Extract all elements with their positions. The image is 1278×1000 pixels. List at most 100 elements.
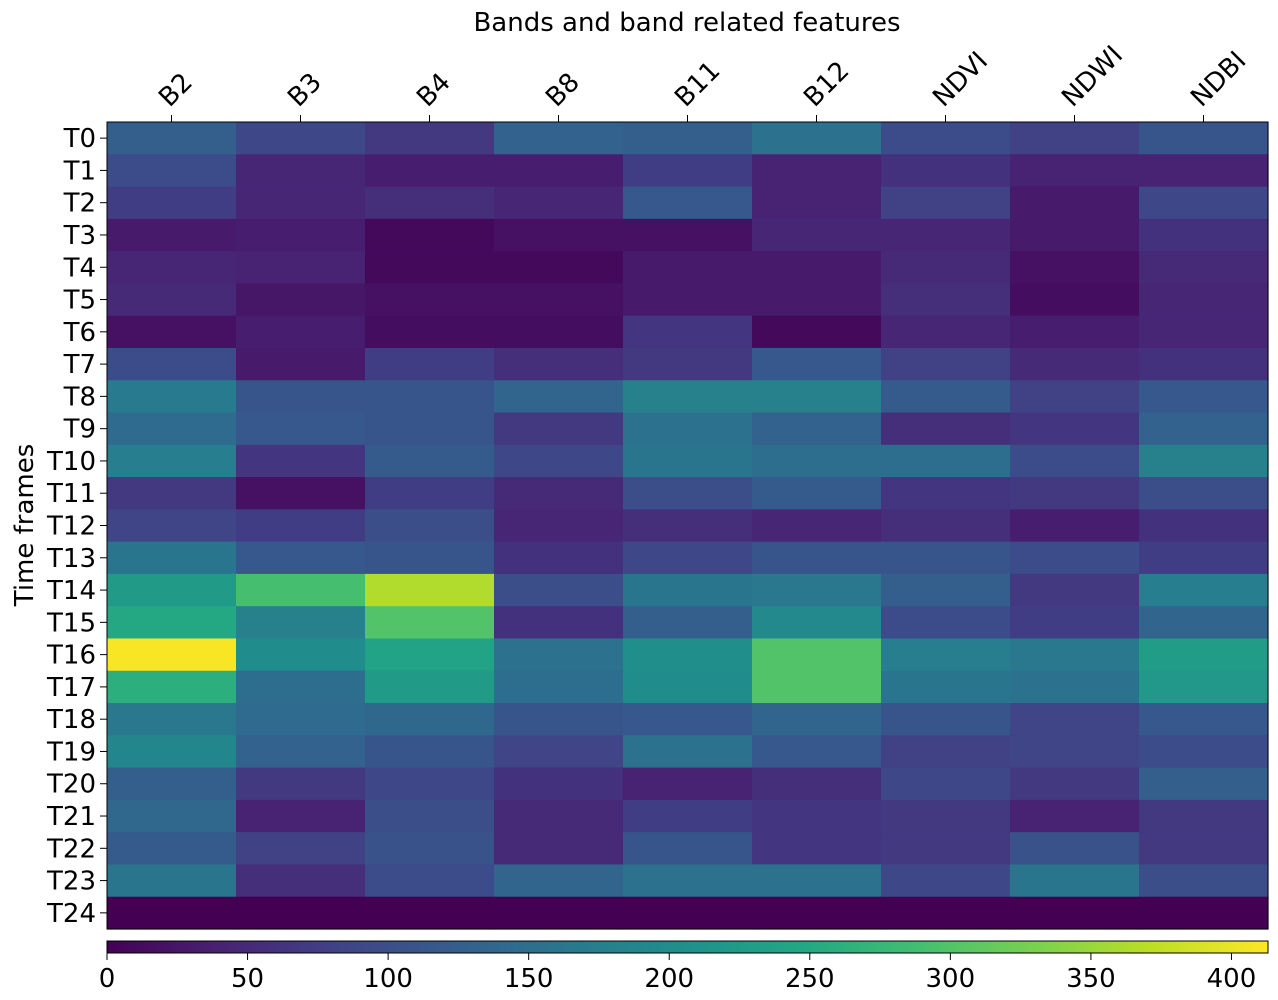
heatmap-cell — [623, 832, 753, 866]
heatmap-cell — [752, 864, 882, 898]
heatmap-cell — [107, 477, 237, 510]
y-axis-ticks: T0T1T2T3T4T5T6T7T8T9T10T11T12T13T14T15T1… — [46, 124, 107, 929]
heatmap-cell — [1010, 251, 1140, 284]
heatmap-cell — [494, 509, 624, 543]
heatmap-cell — [752, 767, 882, 801]
heatmap-cell — [1010, 380, 1140, 414]
heatmap-cell — [1010, 735, 1140, 769]
heatmap-cell — [365, 477, 495, 510]
heatmap-cell — [365, 606, 495, 640]
heatmap-cell — [107, 670, 237, 704]
heatmap-cell — [107, 541, 237, 575]
heatmap-cell — [236, 283, 366, 317]
heatmap-cell — [107, 896, 237, 930]
y-axis-label: Time frames — [10, 444, 40, 608]
heatmap-cell — [236, 703, 366, 736]
heatmap-cell — [107, 412, 237, 446]
heatmap-cell — [107, 799, 237, 833]
heatmap-cell — [881, 186, 1011, 220]
heatmap-cell — [623, 218, 753, 252]
heatmap-cell — [623, 347, 753, 381]
heatmap-cell — [365, 767, 495, 801]
y-tick-label: T14 — [46, 576, 96, 606]
heatmap-cell — [623, 509, 753, 543]
heatmap-cell — [1010, 444, 1140, 478]
heatmap-cell — [623, 670, 753, 704]
heatmap-cell — [1139, 477, 1269, 510]
heatmap-cell — [107, 864, 237, 898]
y-tick-label: T15 — [46, 608, 96, 638]
heatmap-cell — [1139, 444, 1269, 478]
heatmap-cell — [1010, 670, 1140, 704]
heatmap-cell — [881, 347, 1011, 381]
heatmap-cell — [494, 670, 624, 704]
heatmap-cell — [623, 864, 753, 898]
heatmap-cell — [1010, 509, 1140, 543]
y-tick-label: T2 — [63, 189, 96, 219]
heatmap-cell — [623, 412, 753, 446]
heatmap-cell — [494, 154, 624, 188]
heatmap-cell — [107, 186, 237, 220]
heatmap-cell — [236, 477, 366, 510]
heatmap-cell — [107, 218, 237, 252]
heatmap-cell — [494, 573, 624, 607]
heatmap-cell — [236, 186, 366, 220]
chart-title: Bands and band related features — [473, 8, 900, 38]
heatmap-cell — [365, 509, 495, 543]
x-tick-label: B8 — [540, 67, 586, 113]
heatmap-cell — [623, 735, 753, 769]
heatmap-cell — [236, 444, 366, 478]
heatmap-cell — [1139, 703, 1269, 736]
heatmap-cell — [752, 799, 882, 833]
y-tick-label: T9 — [63, 415, 96, 445]
heatmap-cell — [752, 283, 882, 317]
heatmap-cell — [494, 703, 624, 736]
colorbar-tick-label: 250 — [785, 964, 835, 994]
heatmap-cell — [107, 283, 237, 317]
heatmap-cell — [881, 735, 1011, 769]
heatmap-cell — [881, 703, 1011, 736]
heatmap-cell — [1010, 799, 1140, 833]
heatmap-cell — [236, 896, 366, 930]
heatmap-cell — [1010, 832, 1140, 866]
heatmap-cell — [494, 638, 624, 672]
heatmap-cell — [1139, 864, 1269, 898]
heatmap-cell — [107, 767, 237, 801]
heatmap-cell — [494, 541, 624, 575]
heatmap-cell — [1139, 541, 1269, 575]
heatmap-cell — [1010, 573, 1140, 607]
colorbar-tick-label: 150 — [504, 964, 554, 994]
heatmap-cell — [623, 315, 753, 349]
heatmap-cell — [623, 767, 753, 801]
y-tick-label: T20 — [46, 770, 96, 800]
heatmap-cell — [365, 347, 495, 381]
y-tick-label: T21 — [46, 802, 96, 832]
heatmap-cell — [1010, 283, 1140, 317]
heatmap-cell — [881, 573, 1011, 607]
heatmap-cell — [236, 251, 366, 284]
heatmap-cell — [494, 606, 624, 640]
heatmap-cell — [365, 251, 495, 284]
heatmap-cell — [1139, 735, 1269, 769]
heatmap-cell — [365, 122, 495, 155]
x-tick-label: B3 — [282, 67, 328, 113]
heatmap-cell — [752, 670, 882, 704]
heatmap-cell — [494, 477, 624, 510]
heatmap-cell — [881, 477, 1011, 510]
y-tick-label: T16 — [46, 641, 96, 671]
y-tick-label: T24 — [46, 899, 96, 929]
heatmap-cell — [752, 896, 882, 930]
heatmap-cell — [236, 380, 366, 414]
heatmap-cell — [623, 896, 753, 930]
heatmap-cell — [365, 799, 495, 833]
heatmap-cell — [236, 541, 366, 575]
heatmap-cell — [1139, 799, 1269, 833]
heatmap-cell — [107, 154, 237, 188]
y-tick-label: T19 — [46, 737, 96, 767]
heatmap-cell — [623, 477, 753, 510]
heatmap-cell — [236, 767, 366, 801]
heatmap-cell — [494, 832, 624, 866]
heatmap-cell — [1139, 251, 1269, 284]
heatmap-cell — [365, 896, 495, 930]
heatmap-cell — [1010, 638, 1140, 672]
